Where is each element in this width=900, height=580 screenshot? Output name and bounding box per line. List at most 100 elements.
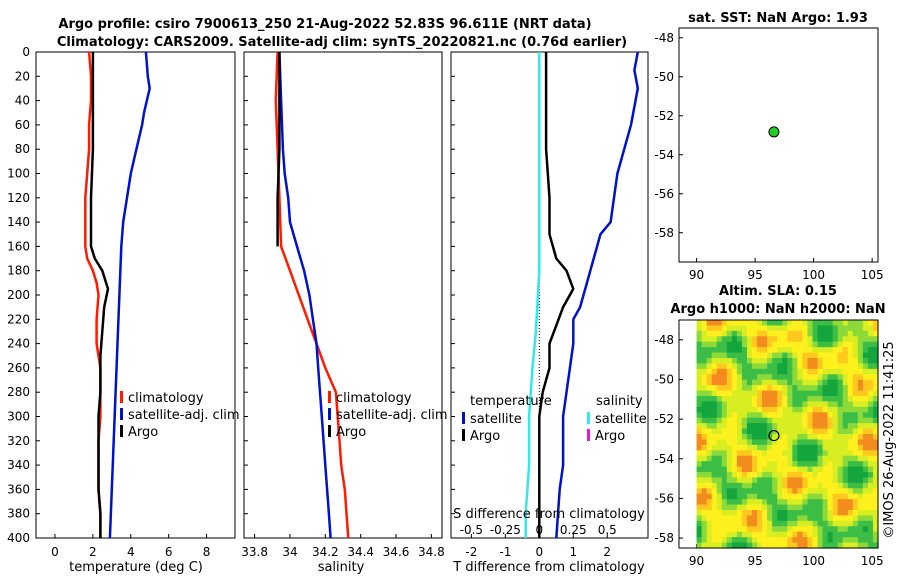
sla-heatmap-cell bbox=[817, 406, 824, 413]
sla-heatmap-cell bbox=[721, 368, 728, 375]
sla-heatmap-cell bbox=[862, 336, 869, 343]
sla-heatmap-cell bbox=[842, 320, 849, 327]
sla-heatmap-cell bbox=[726, 325, 733, 332]
sla-heatmap-cell bbox=[872, 396, 879, 403]
sla-heatmap-cell bbox=[827, 542, 834, 549]
sla-heatmap-cell bbox=[746, 412, 753, 419]
sla-heatmap-cell bbox=[711, 379, 718, 386]
sla-heatmap-cell bbox=[832, 531, 839, 538]
sla-heatmap-cell bbox=[842, 482, 849, 489]
sla-heatmap-cell bbox=[852, 482, 859, 489]
sla-heatmap-cell bbox=[716, 493, 723, 500]
sla-heatmap-cell bbox=[711, 320, 718, 327]
sla-heatmap-cell bbox=[797, 455, 803, 462]
sla-heatmap-cell bbox=[857, 439, 864, 446]
sla-heatmap-cell bbox=[822, 537, 829, 544]
sla-heatmap-cell bbox=[817, 515, 824, 522]
sla-heatmap-cell bbox=[706, 417, 713, 424]
depth-tick-label: 240 bbox=[7, 337, 30, 351]
sla-heatmap-cell bbox=[752, 531, 758, 538]
sla-heatmap-cell bbox=[867, 352, 874, 359]
sla-heatmap-cell bbox=[787, 515, 793, 522]
sla-heatmap-cell bbox=[782, 417, 788, 424]
x-tick-label: 4 bbox=[127, 545, 135, 559]
depth-tick-label: 80 bbox=[15, 142, 30, 156]
sla-heatmap-cell bbox=[862, 466, 869, 473]
sla-heatmap-cell bbox=[752, 368, 758, 375]
sla-heatmap-cell bbox=[812, 461, 819, 468]
sla-heatmap-cell bbox=[782, 444, 788, 451]
sla-heatmap-cell bbox=[847, 488, 854, 495]
sla-heatmap-cell bbox=[726, 444, 733, 451]
sla-heatmap-cell bbox=[792, 444, 798, 451]
sla-heatmap-cell bbox=[802, 428, 809, 435]
sla-heatmap-cell bbox=[772, 379, 778, 386]
sla-heatmap-cell bbox=[736, 374, 743, 381]
sla-heatmap-cell bbox=[741, 352, 748, 359]
sla-heatmap-cell bbox=[832, 406, 839, 413]
sla-heatmap-cell bbox=[762, 428, 768, 435]
sla-heatmap-cell bbox=[746, 455, 753, 462]
sla-heatmap-cell bbox=[812, 542, 819, 549]
sla-heatmap-cell bbox=[772, 510, 778, 517]
sla-heatmap-cell bbox=[752, 330, 758, 337]
sla-heatmap-cell bbox=[832, 499, 839, 506]
sla-heatmap-cell bbox=[822, 347, 829, 354]
sla-heatmap-cell bbox=[842, 417, 849, 424]
sla-heatmap-cell bbox=[777, 352, 783, 359]
sla-heatmap-cell bbox=[736, 320, 743, 327]
sla-heatmap-cell bbox=[807, 320, 814, 327]
sla-heatmap-cell bbox=[827, 493, 834, 500]
sla-heatmap-cell bbox=[817, 423, 824, 430]
sla-heatmap-cell bbox=[711, 444, 718, 451]
sla-heatmap-cell bbox=[837, 423, 844, 430]
sla-heatmap-cell bbox=[746, 347, 753, 354]
sla-heatmap-cell bbox=[847, 542, 854, 549]
sla-heatmap-cell bbox=[726, 406, 733, 413]
sla-heatmap-cell bbox=[762, 396, 768, 403]
sla-heatmap-cell bbox=[746, 396, 753, 403]
sla-heatmap-cell bbox=[787, 466, 793, 473]
sla-heatmap-cell bbox=[701, 526, 708, 533]
sla-heatmap-cell bbox=[772, 325, 778, 332]
sla-heatmap-cell bbox=[797, 493, 803, 500]
sla-heatmap-cell bbox=[857, 396, 864, 403]
sla-heatmap-cell bbox=[787, 385, 793, 392]
sla-heatmap-cell bbox=[716, 472, 723, 479]
sla-heatmap-cell bbox=[706, 330, 713, 337]
depth-tick-label: 300 bbox=[7, 410, 30, 424]
sla-heatmap-cell bbox=[872, 499, 879, 506]
sla-heatmap-cell bbox=[867, 379, 874, 386]
figure-title-line2: Climatology: CARS2009. Satellite-adj cli… bbox=[57, 35, 627, 50]
sla-heatmap-cell bbox=[797, 320, 803, 327]
sla-heatmap-cell bbox=[817, 466, 824, 473]
sla-heatmap-cell bbox=[852, 341, 859, 348]
sla-heatmap-cell bbox=[872, 341, 879, 348]
sla-heatmap-cell bbox=[721, 461, 728, 468]
sla-heatmap-cell bbox=[736, 542, 743, 549]
sla-heatmap-cell bbox=[736, 510, 743, 517]
sla-heatmap-cell bbox=[752, 401, 758, 408]
sla-heatmap-cell bbox=[701, 423, 708, 430]
sla-heatmap-cell bbox=[867, 385, 874, 392]
sla-heatmap-cell bbox=[787, 423, 793, 430]
sla-heatmap-cell bbox=[721, 499, 728, 506]
sla-heatmap-cell bbox=[757, 434, 763, 441]
sla-heatmap-cell bbox=[746, 520, 753, 527]
sla-heatmap-cell bbox=[711, 520, 718, 527]
sla-heatmap-cell bbox=[817, 368, 824, 375]
sla-heatmap-cell bbox=[772, 477, 778, 484]
top-tick-label: 0.25 bbox=[560, 523, 587, 537]
sla-heatmap-cell bbox=[812, 396, 819, 403]
sla-heatmap-cell bbox=[726, 385, 733, 392]
sla-heatmap-cell bbox=[837, 542, 844, 549]
map-x-tick-label: 95 bbox=[747, 268, 762, 282]
sla-heatmap-cell bbox=[736, 477, 743, 484]
sla-heatmap-cell bbox=[731, 396, 738, 403]
sla-heatmap-cell bbox=[741, 423, 748, 430]
legend-label: climatology bbox=[128, 391, 204, 406]
sla-heatmap-cell bbox=[762, 466, 768, 473]
sla-heatmap-cell bbox=[787, 320, 793, 327]
sla-heatmap-cell bbox=[787, 434, 793, 441]
sla-heatmap-cell bbox=[721, 358, 728, 365]
